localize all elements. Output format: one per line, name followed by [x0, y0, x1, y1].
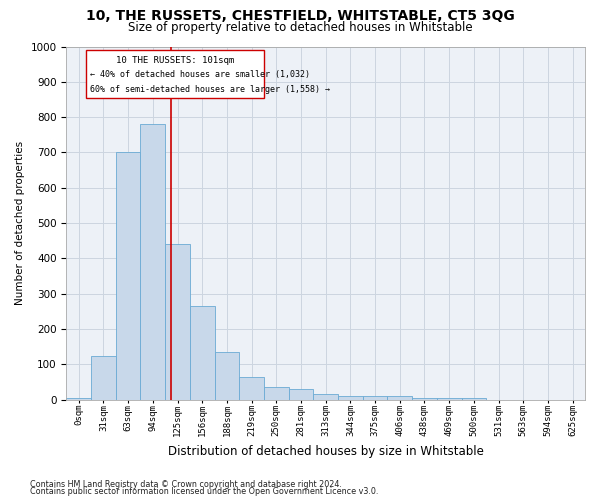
Text: 60% of semi-detached houses are larger (1,558) →: 60% of semi-detached houses are larger (…	[90, 84, 330, 94]
Bar	[461, 398, 486, 400]
Bar	[165, 244, 190, 400]
Bar	[91, 356, 116, 400]
Text: ← 40% of detached houses are smaller (1,032): ← 40% of detached houses are smaller (1,…	[90, 70, 310, 80]
Text: Size of property relative to detached houses in Whitstable: Size of property relative to detached ho…	[128, 21, 472, 34]
Bar	[239, 377, 264, 400]
Bar	[116, 152, 140, 400]
X-axis label: Distribution of detached houses by size in Whitstable: Distribution of detached houses by size …	[168, 444, 484, 458]
Bar	[67, 398, 91, 400]
FancyBboxPatch shape	[86, 50, 264, 98]
Bar	[215, 352, 239, 400]
Y-axis label: Number of detached properties: Number of detached properties	[15, 141, 25, 305]
Bar	[388, 396, 412, 400]
Bar	[412, 398, 437, 400]
Bar	[140, 124, 165, 400]
Text: Contains public sector information licensed under the Open Government Licence v3: Contains public sector information licen…	[30, 487, 379, 496]
Bar	[437, 398, 461, 400]
Bar	[289, 389, 313, 400]
Text: 10 THE RUSSETS: 101sqm: 10 THE RUSSETS: 101sqm	[116, 56, 234, 65]
Bar	[190, 306, 215, 400]
Bar	[313, 394, 338, 400]
Bar	[338, 396, 363, 400]
Text: Contains HM Land Registry data © Crown copyright and database right 2024.: Contains HM Land Registry data © Crown c…	[30, 480, 342, 489]
Text: 10, THE RUSSETS, CHESTFIELD, WHITSTABLE, CT5 3QG: 10, THE RUSSETS, CHESTFIELD, WHITSTABLE,…	[86, 9, 514, 23]
Bar	[264, 388, 289, 400]
Bar	[363, 396, 388, 400]
